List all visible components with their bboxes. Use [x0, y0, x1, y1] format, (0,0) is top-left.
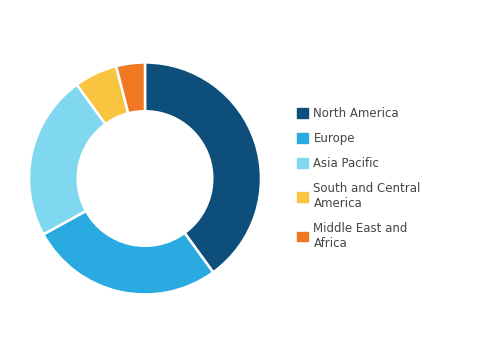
Legend: North America, Europe, Asia Pacific, South and Central
America, Middle East and
: North America, Europe, Asia Pacific, Sou… [297, 107, 421, 250]
Wedge shape [44, 211, 213, 295]
Wedge shape [116, 62, 145, 113]
Wedge shape [29, 85, 106, 235]
Wedge shape [145, 62, 261, 272]
Wedge shape [77, 66, 128, 124]
